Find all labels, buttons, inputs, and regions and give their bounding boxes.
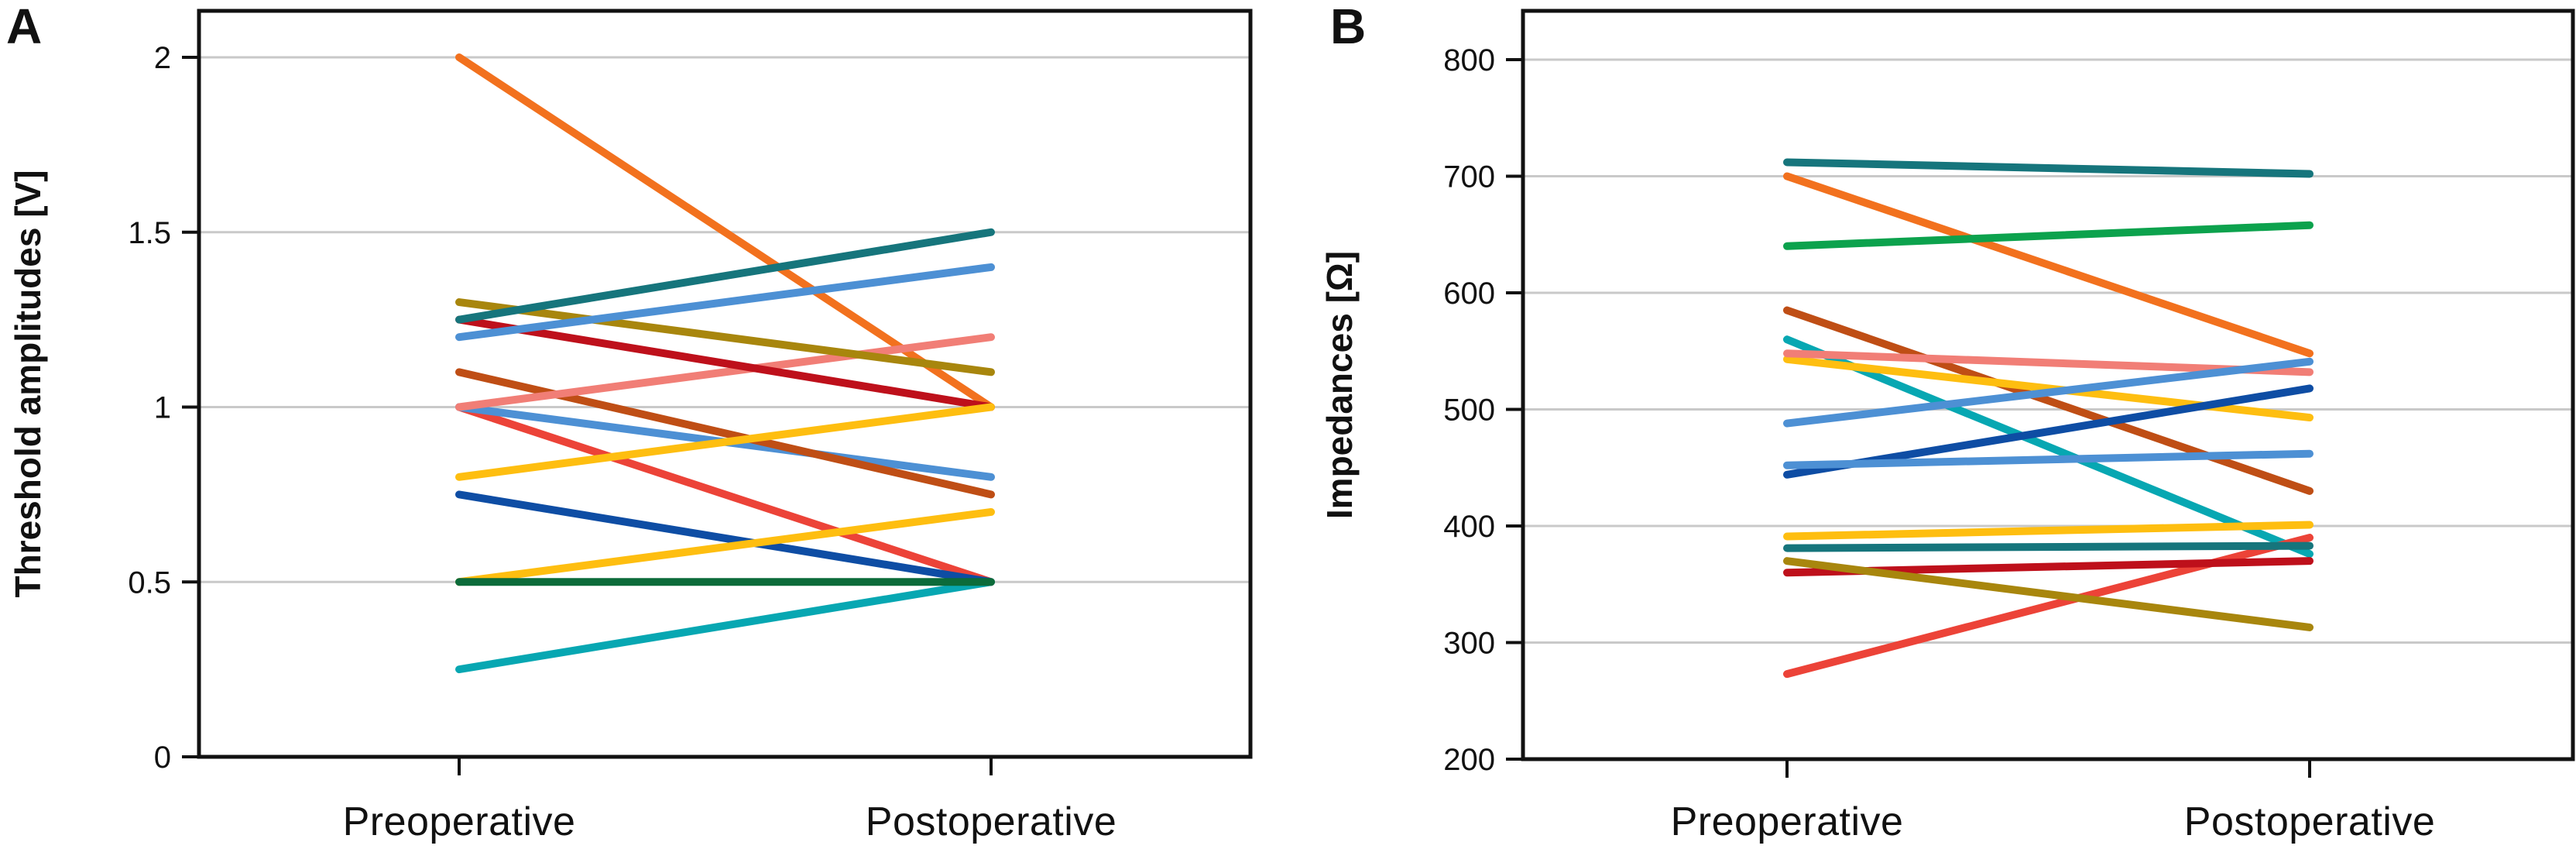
series-line-salmon [455, 333, 995, 411]
panel-a: 0 0.5 1 1.5 2 Preoperative Postoperative A Thres… [6, 0, 1253, 844]
series-line-cornflower-2 [1783, 449, 2314, 469]
series-line-green [1783, 221, 2314, 250]
y-tick-label: 200 [1443, 743, 1495, 777]
series-line-tomato [1783, 534, 2314, 679]
series-line-cyan [1783, 335, 2314, 559]
plot-frame [1521, 9, 2575, 761]
series-line-navy [455, 490, 995, 586]
series-line-dark-red [455, 315, 995, 411]
y-tick-label: 2 [154, 41, 171, 75]
x-category-label: Postoperative [866, 799, 1116, 844]
y-axis-title: Impedances [Ω] [1319, 251, 1360, 519]
series-line-dark-teal-2 [1783, 541, 2314, 552]
series-line-cornflower-1 [1783, 357, 2314, 428]
series-line-olive [455, 298, 995, 376]
series-line-gold-1 [1783, 355, 2314, 422]
series-line-tomato [455, 403, 995, 586]
series-line-gold-1 [455, 403, 995, 481]
panel-letter-b: B [1330, 0, 1366, 54]
x-category-label: Postoperative [2184, 799, 2435, 844]
plot-frame [197, 9, 1253, 759]
y-tick-label: 300 [1443, 627, 1495, 661]
y-tick-label: 500 [1443, 394, 1495, 428]
y-tick-label: 600 [1443, 277, 1495, 311]
y-tick-label: 700 [1443, 160, 1495, 194]
panel-b: 200 300 400 500 600 700 800 Preoperative Postope… [1319, 0, 2575, 844]
x-category-label: Preoperative [1671, 799, 1904, 844]
series-line-cyan [455, 578, 995, 674]
series-line-dark-teal-1 [1783, 158, 2314, 178]
y-axis-title: Threshold amplitudes [V] [8, 170, 48, 597]
y-tick-label: 1 [154, 391, 171, 425]
series-line-gold-2 [455, 507, 995, 586]
series-line-sienna [1783, 306, 2314, 495]
y-tick-label: 0.5 [128, 565, 171, 600]
y-tick-label: 0 [154, 741, 171, 775]
series-line-cornflower-1 [455, 263, 995, 342]
panel-letter-a: A [6, 0, 42, 54]
y-tick-label: 1.5 [128, 216, 171, 250]
x-category-label: Preoperative [343, 799, 576, 844]
series-line-olive [1783, 557, 2314, 631]
y-tick-label: 400 [1443, 510, 1495, 544]
y-tick-label: 800 [1443, 43, 1495, 77]
series-line-orange [1783, 172, 2314, 358]
series-line-gold-2 [1783, 521, 2314, 541]
series-line-dark-teal [455, 228, 995, 324]
